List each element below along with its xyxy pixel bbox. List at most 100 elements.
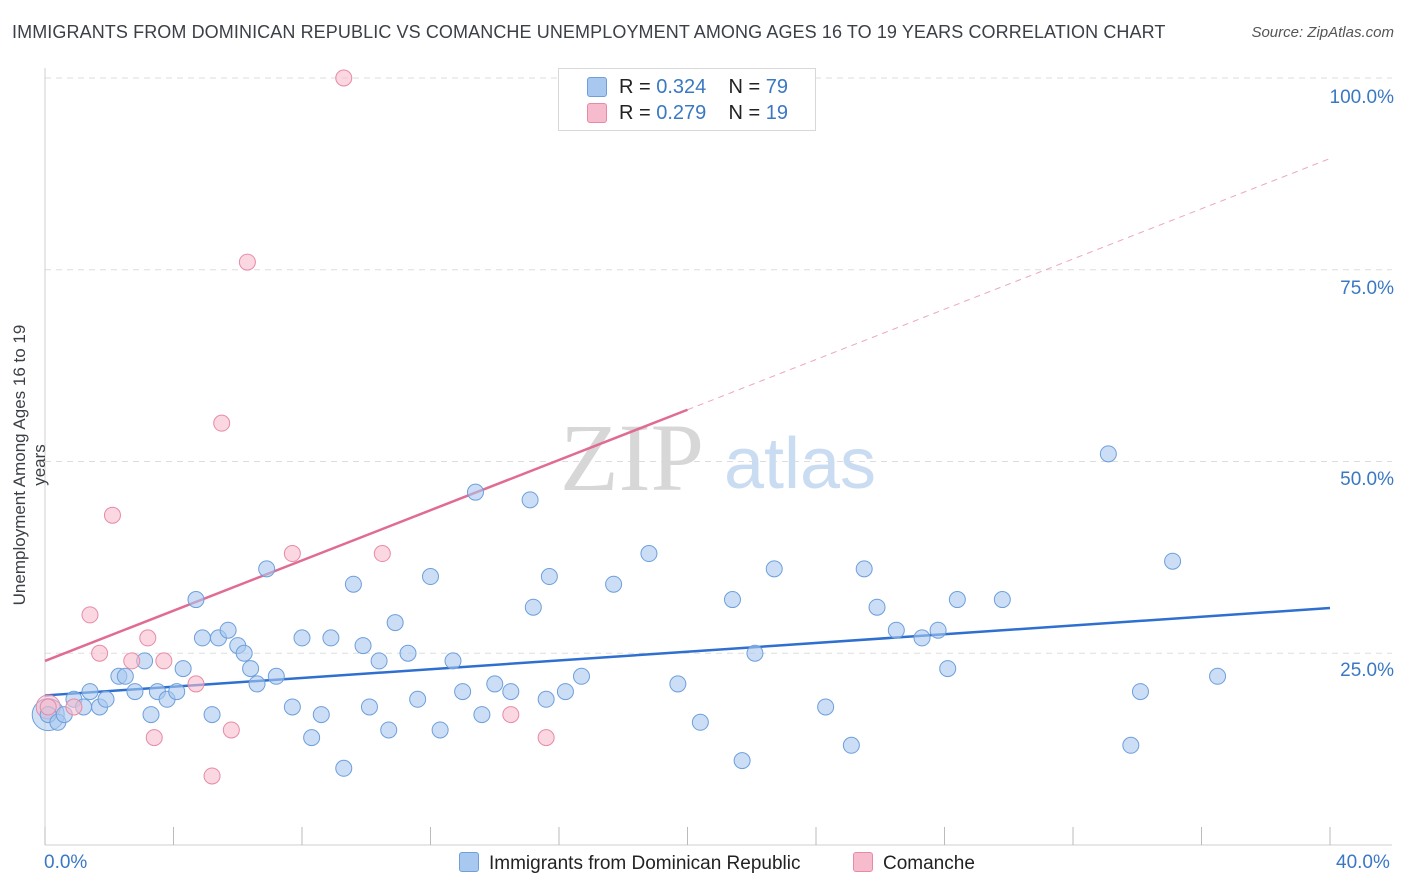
y-tick-75: 75.0%: [1340, 278, 1394, 299]
point-dominican: [267, 667, 285, 685]
chart-title: IMMIGRANTS FROM DOMINICAN REPUBLIC VS CO…: [12, 22, 1166, 42]
legend-swatch-blue: [459, 852, 479, 872]
r-value: 0.324: [656, 76, 707, 98]
x-tick-min: 0.0%: [44, 852, 88, 873]
point-dominican: [486, 675, 504, 693]
r-value: 0.279: [656, 102, 707, 124]
point-dominican: [283, 698, 301, 716]
point-dominican: [733, 752, 751, 770]
point-dominican: [422, 568, 439, 586]
point-comanche: [39, 698, 57, 716]
y-tick-50: 50.0%: [1340, 469, 1394, 490]
point-dominican: [855, 560, 873, 578]
legend-text: R = 0.279 N = 19: [619, 102, 789, 124]
point-comanche: [155, 652, 173, 670]
point-comanche: [213, 414, 231, 432]
point-dominican: [765, 560, 783, 578]
point-comanche: [203, 767, 221, 785]
point-dominican: [1164, 552, 1182, 570]
point-dominican: [1131, 683, 1149, 701]
point-dominican: [399, 644, 417, 662]
point-comanche: [139, 629, 157, 647]
point-dominican: [235, 644, 253, 662]
point-dominican: [187, 591, 205, 609]
point-dominican: [380, 721, 398, 739]
legend-swatch-pink: [853, 852, 873, 872]
legend-label: Comanche: [883, 853, 975, 874]
point-dominican: [116, 667, 134, 685]
point-dominican: [258, 560, 276, 578]
watermark-zip: ZIP: [560, 404, 704, 511]
x-tick-max: 40.0%: [1336, 852, 1390, 873]
point-dominican: [354, 637, 372, 655]
point-dominican: [126, 683, 144, 701]
point-dominican: [454, 683, 472, 701]
point-dominican: [887, 621, 905, 639]
point-dominican: [386, 614, 404, 632]
y-tick-25: 25.0%: [1340, 660, 1394, 681]
point-dominican: [248, 675, 266, 693]
point-dominican: [81, 683, 99, 701]
point-comanche: [65, 698, 83, 716]
point-dominican: [605, 575, 623, 593]
legend-text: R = 0.324 N = 79: [619, 76, 789, 98]
trend-line-comanche: [44, 408, 688, 663]
point-dominican: [842, 736, 860, 754]
point-dominican: [322, 629, 340, 647]
point-dominican: [473, 706, 491, 724]
trend-line-comanche-dashed: [687, 158, 1331, 411]
point-dominican: [817, 698, 835, 716]
point-dominican: [293, 629, 311, 647]
point-dominican: [168, 683, 186, 701]
point-dominican: [1099, 445, 1117, 463]
point-dominican: [97, 690, 115, 708]
point-comanche: [373, 545, 391, 563]
point-comanche: [502, 706, 520, 724]
point-dominican: [502, 683, 520, 701]
legend-swatch-pink: [587, 103, 607, 123]
legend-label: Immigrants from Dominican Republic: [489, 853, 801, 874]
point-dominican: [1209, 667, 1227, 685]
point-dominican: [723, 591, 741, 609]
point-comanche: [145, 729, 163, 747]
point-dominican: [242, 660, 260, 678]
point-dominican: [142, 706, 160, 724]
watermark-atlas: atlas: [724, 424, 876, 504]
correlation-legend: R = 0.324 N = 79 R = 0.279 N = 19: [558, 68, 816, 131]
point-dominican: [524, 598, 542, 616]
point-dominican: [537, 690, 555, 708]
y-tick-100: 100.0%: [1329, 87, 1394, 108]
point-dominican: [556, 683, 574, 701]
axes: [44, 68, 1392, 846]
point-comanche: [335, 69, 353, 87]
point-dominican: [193, 629, 211, 647]
watermark: ZIP atlas: [560, 404, 876, 511]
grid-lines: [45, 77, 1392, 654]
point-dominican: [444, 652, 462, 670]
legend-swatch-blue: [587, 77, 607, 97]
point-dominican: [948, 591, 966, 609]
point-dominican: [466, 483, 484, 501]
source-label: Source: ZipAtlas.com: [1251, 24, 1394, 41]
point-dominican: [868, 598, 886, 616]
point-dominican: [913, 629, 931, 647]
point-comanche: [103, 506, 121, 524]
point-comanche: [283, 545, 301, 563]
point-dominican: [746, 644, 764, 662]
point-dominican: [360, 698, 378, 716]
legend-item-dominican: Immigrants from Dominican Republic: [459, 852, 801, 875]
point-dominican: [303, 729, 321, 747]
point-comanche: [123, 652, 141, 670]
n-value: 79: [765, 76, 789, 98]
point-comanche: [187, 675, 205, 693]
point-dominican: [993, 591, 1011, 609]
point-dominican: [572, 667, 590, 685]
point-dominican: [174, 660, 192, 678]
y-axis-label: Unemployment Among Ages 16 to 19 years: [10, 324, 49, 606]
point-comanche: [91, 644, 109, 662]
point-comanche: [537, 729, 555, 747]
point-dominican: [939, 660, 957, 678]
point-dominican: [540, 568, 558, 586]
legend-item-comanche: Comanche: [853, 852, 975, 875]
